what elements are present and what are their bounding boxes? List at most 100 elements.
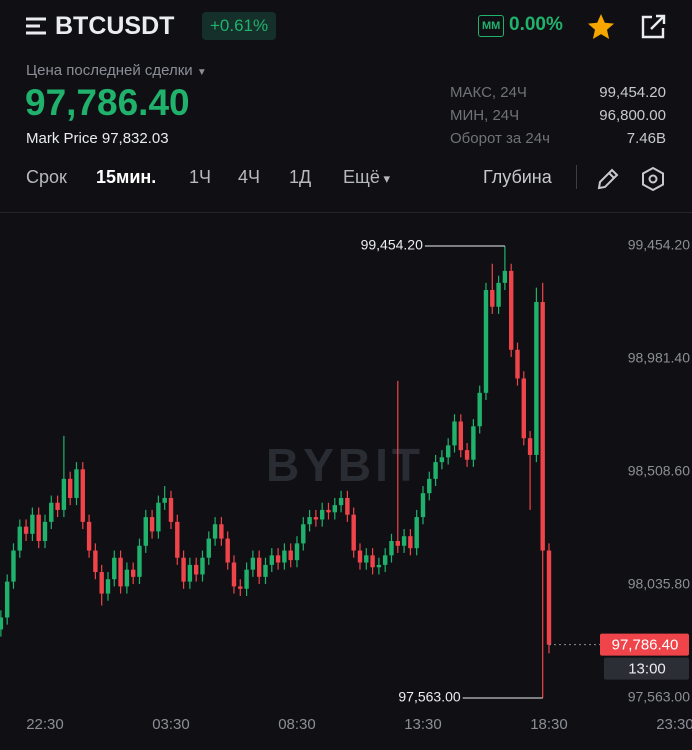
candle-body [105,579,111,594]
candle-body [534,301,539,455]
mm-badge[interactable]: MM [478,15,505,37]
candle-body [351,514,356,551]
candle-body [156,502,161,532]
candle-body [67,478,73,498]
candle-body [502,270,508,283]
watermark: BYBIT [266,439,424,491]
stat-label: МАКС, 24Ч [450,84,527,101]
candle-body [269,555,274,565]
interval-tab[interactable]: 1Ч [189,167,212,187]
mark-price-label: Mark Price [26,130,98,147]
candle-body [420,493,426,518]
candle-body [17,526,22,551]
candle-body [326,509,331,513]
candle-body [477,392,482,427]
x-tick-label: 13:30 [404,716,442,733]
candle-body [471,426,476,460]
candle-body [458,421,463,451]
divider [576,165,577,189]
pencil-icon[interactable] [595,166,621,192]
candle-body [307,517,312,525]
candle-body [338,497,344,506]
y-tick-label: 98,035.80 [628,576,690,592]
candle-body [149,517,155,532]
stat-value: 99,454.20 [599,84,666,101]
funding: 0.00% [509,14,563,35]
candle-body [61,478,67,510]
interval-tab[interactable]: 15мин. [96,167,157,187]
interval-tab[interactable]: 1Д [289,167,312,187]
candle-body [408,536,413,549]
share-icon[interactable] [638,12,668,42]
candle-body [301,524,306,544]
depth-tab[interactable]: Глубина [483,167,552,187]
candle-body [250,557,256,570]
label: Цена последней сделки [26,62,193,79]
candle-body [319,509,325,520]
extreme-label: 99,454.20 [361,237,423,253]
candle-body [527,438,533,455]
candle-body [187,564,193,582]
dropdown-arrow: ▾ [379,171,390,186]
candle-body [395,540,400,546]
candle-body [294,543,300,561]
candle-body [23,526,29,534]
settings-icon[interactable] [640,166,666,192]
x-tick-label: 08:30 [278,716,316,733]
candle-body [231,562,237,587]
candle-body [55,502,60,510]
candle-body [490,290,495,307]
y-tick-label: 98,981.40 [628,350,690,366]
candle-body [427,478,432,494]
candle-body [49,502,54,522]
candle-body [376,564,382,568]
candle-body [99,572,104,594]
candle-body [483,290,489,393]
candle-body [263,564,268,577]
candle-body [382,555,388,565]
candle-body [540,301,545,551]
candle-body [275,555,281,563]
candle-body [124,569,130,587]
candle-body [36,514,41,541]
candle-body [137,545,142,577]
candle-body [389,540,394,556]
star-icon[interactable] [586,12,616,42]
candle-body [112,557,117,580]
candle-body [546,550,552,645]
candle-body [11,550,16,582]
last-trade-label: Цена последней сделки ▼ [26,62,207,79]
stat-value: 96,800.00 [599,107,666,124]
stat-value: 7.46B [626,130,666,147]
menu-icon[interactable] [24,16,48,36]
y-tick-label: 98,508.60 [628,463,690,479]
candle-body [508,270,514,350]
candle-body [364,555,369,563]
candle-body [345,497,350,515]
candle-body [30,514,35,534]
candle-body [357,550,363,563]
change-badge: +0.61% [202,12,277,40]
candle-body [143,517,148,546]
candle-body [370,555,375,568]
candle-body [464,450,470,460]
candle-body [256,557,262,577]
interval-tab[interactable]: 4Ч [238,167,261,187]
stat-label: МИН, 24Ч [450,107,520,124]
candle-body [433,462,438,479]
candle-body [162,497,167,503]
candle-body [206,538,211,558]
candle-body [0,617,4,630]
candle-body [42,521,48,541]
last-price-label: 97,786.40 [612,637,679,654]
candle-body [80,469,85,522]
countdown: 13:00 [628,661,666,678]
symbol[interactable]: BTCUSDT [55,12,175,40]
x-tick-label: 22:30 [26,716,64,733]
candle-body [130,569,136,577]
interval-tab[interactable]: Ещё ▾ [343,167,390,187]
interval-tab[interactable]: Срок [26,167,67,187]
candle-body [181,557,186,582]
mark-price-value: 97,832.03 [101,130,169,147]
candle-body [332,505,337,513]
